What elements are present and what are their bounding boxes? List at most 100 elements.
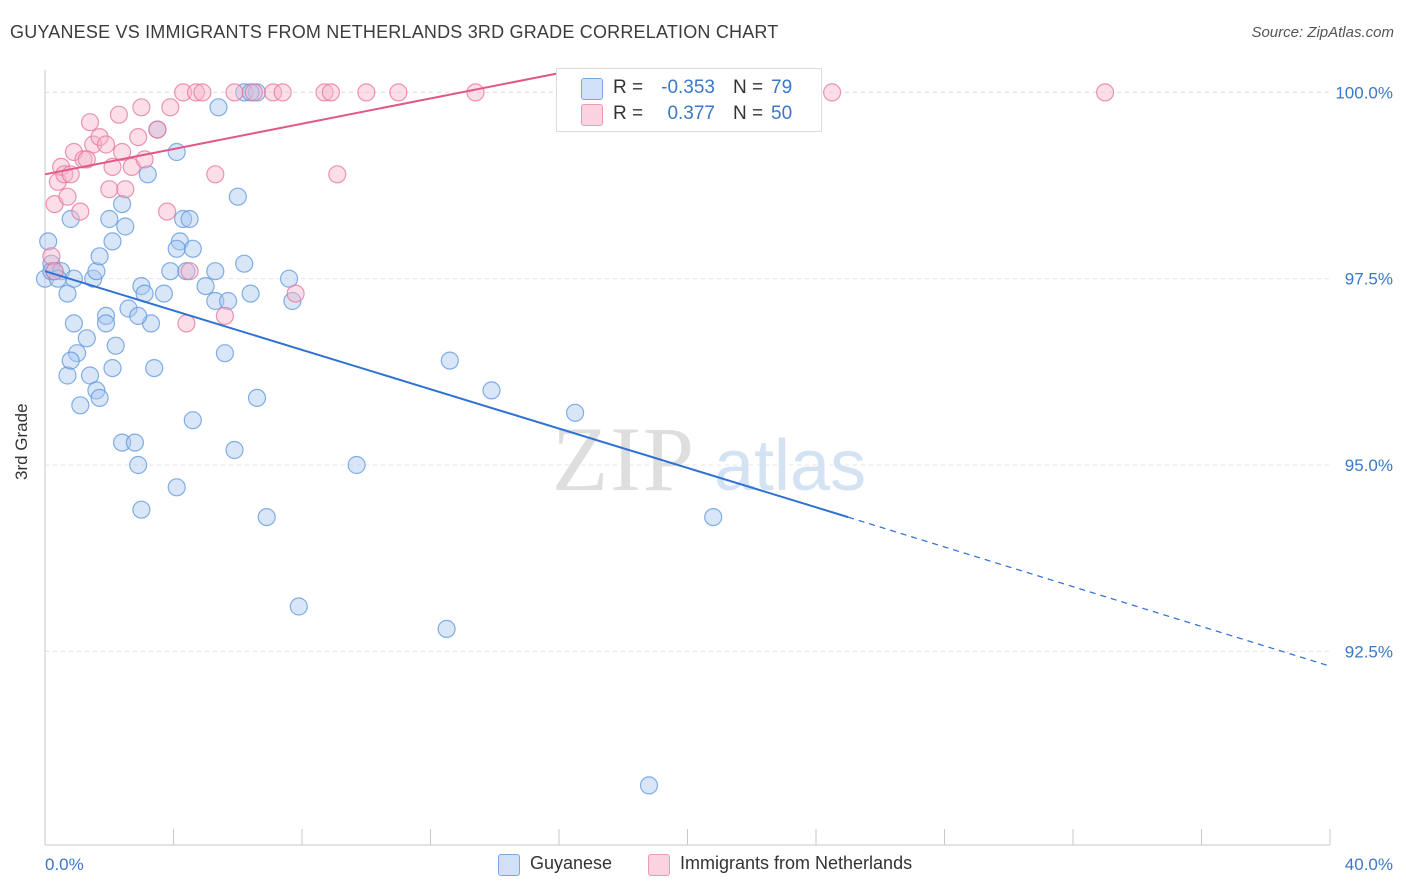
- data-point: [116, 180, 135, 199]
- data-point: [67, 344, 87, 363]
- data-point: [704, 507, 723, 527]
- y-tick-label: 95.0%: [1345, 456, 1393, 475]
- data-point: [39, 232, 58, 251]
- data-point: [103, 232, 122, 251]
- data-point: [58, 187, 77, 206]
- data-point: [112, 195, 132, 214]
- data-point: [822, 83, 842, 102]
- data-point: [132, 500, 151, 519]
- watermark-atlas: atlas: [714, 426, 866, 506]
- legend-row-guyanese: R = -0.353 N = 79: [557, 75, 821, 101]
- legend-r-value: -0.353: [661, 77, 715, 98]
- legend-swatch-guyanese: [498, 854, 520, 876]
- legend-r-label: R =: [613, 103, 644, 124]
- y-tick-label: 92.5%: [1345, 642, 1393, 661]
- data-point: [440, 351, 459, 370]
- legend-n-value: 79: [771, 77, 793, 98]
- data-point: [119, 299, 138, 318]
- data-point: [145, 359, 164, 378]
- data-point: [96, 135, 116, 154]
- trendline-guyanese-extension: [847, 516, 1331, 667]
- data-point: [357, 83, 376, 102]
- data-point: [206, 262, 225, 281]
- data-point: [241, 284, 260, 303]
- data-point: [112, 433, 132, 452]
- data-point: [42, 247, 61, 266]
- data-point: [80, 113, 100, 132]
- legend-swatch-netherlands: [648, 854, 670, 876]
- data-point: [244, 83, 263, 102]
- trend-layer: [44, 69, 1331, 667]
- axes: [44, 70, 1331, 846]
- data-point: [174, 209, 193, 229]
- data-point: [193, 83, 212, 102]
- data-point: [215, 306, 234, 325]
- legend-n-label: N =: [733, 103, 764, 124]
- data-point: [565, 403, 585, 422]
- legend-r-value: 0.377: [667, 103, 715, 124]
- trendline-netherlands: [44, 69, 576, 176]
- data-point: [219, 291, 238, 311]
- series-legend: Guyanese Immigrants from Netherlands: [0, 852, 1406, 878]
- data-point: [96, 306, 116, 325]
- data-point: [209, 98, 228, 117]
- data-point: [286, 284, 305, 303]
- data-point: [167, 142, 186, 162]
- x-tick-label-min: 0.0%: [45, 855, 84, 874]
- data-point: [186, 83, 206, 102]
- data-point: [90, 128, 109, 147]
- data-point: [96, 314, 116, 333]
- data-point: [161, 98, 180, 117]
- legend-n-label: N =: [733, 77, 764, 98]
- data-point: [132, 98, 151, 117]
- data-point: [109, 105, 129, 124]
- data-point: [177, 314, 196, 333]
- data-point: [35, 269, 55, 288]
- data-point: [103, 359, 122, 378]
- data-point: [235, 83, 254, 102]
- data-point: [167, 478, 186, 497]
- legend-r-label: R =: [613, 77, 644, 98]
- data-point: [247, 388, 267, 407]
- data-point: [639, 776, 659, 795]
- data-point: [264, 83, 283, 102]
- data-point: [77, 329, 96, 348]
- data-point: [257, 507, 276, 527]
- data-point: [321, 83, 340, 102]
- legend-label-guyanese: Guyanese: [530, 853, 613, 873]
- legend-swatch-guyanese: [581, 78, 603, 100]
- data-point: [58, 366, 77, 385]
- series-guyanese: [35, 83, 723, 795]
- y-axis-label: 3rd Grade: [12, 403, 31, 480]
- correlation-legend: R = -0.353 N = 79 R = 0.377 N = 50: [556, 68, 822, 132]
- y-tick-label: 100.0%: [1335, 83, 1393, 102]
- data-point: [64, 314, 84, 333]
- data-point: [180, 209, 199, 229]
- data-point: [225, 440, 244, 460]
- data-point: [228, 187, 247, 206]
- legend-row-netherlands: R = 0.377 N = 50: [557, 101, 821, 127]
- source-label: Source: ZipAtlas.com: [1251, 24, 1394, 41]
- data-point: [129, 455, 148, 475]
- data-point: [129, 306, 148, 325]
- data-point: [71, 396, 90, 415]
- data-point: [328, 165, 347, 184]
- data-point: [225, 83, 244, 102]
- data-point: [148, 120, 167, 139]
- data-point: [90, 247, 109, 266]
- data-point: [116, 217, 135, 236]
- data-point: [1095, 83, 1115, 102]
- data-point: [138, 165, 157, 184]
- data-point: [90, 388, 109, 407]
- data-point: [161, 262, 180, 281]
- data-point: [125, 433, 144, 452]
- data-point: [154, 284, 173, 303]
- data-point: [466, 83, 485, 102]
- data-point: [482, 381, 501, 400]
- data-point: [158, 202, 177, 221]
- watermark-zip: ZIP: [552, 408, 696, 510]
- data-point: [64, 269, 84, 288]
- chart-title: GUYANESE VS IMMIGRANTS FROM NETHERLANDS …: [10, 22, 779, 42]
- data-point: [389, 83, 408, 102]
